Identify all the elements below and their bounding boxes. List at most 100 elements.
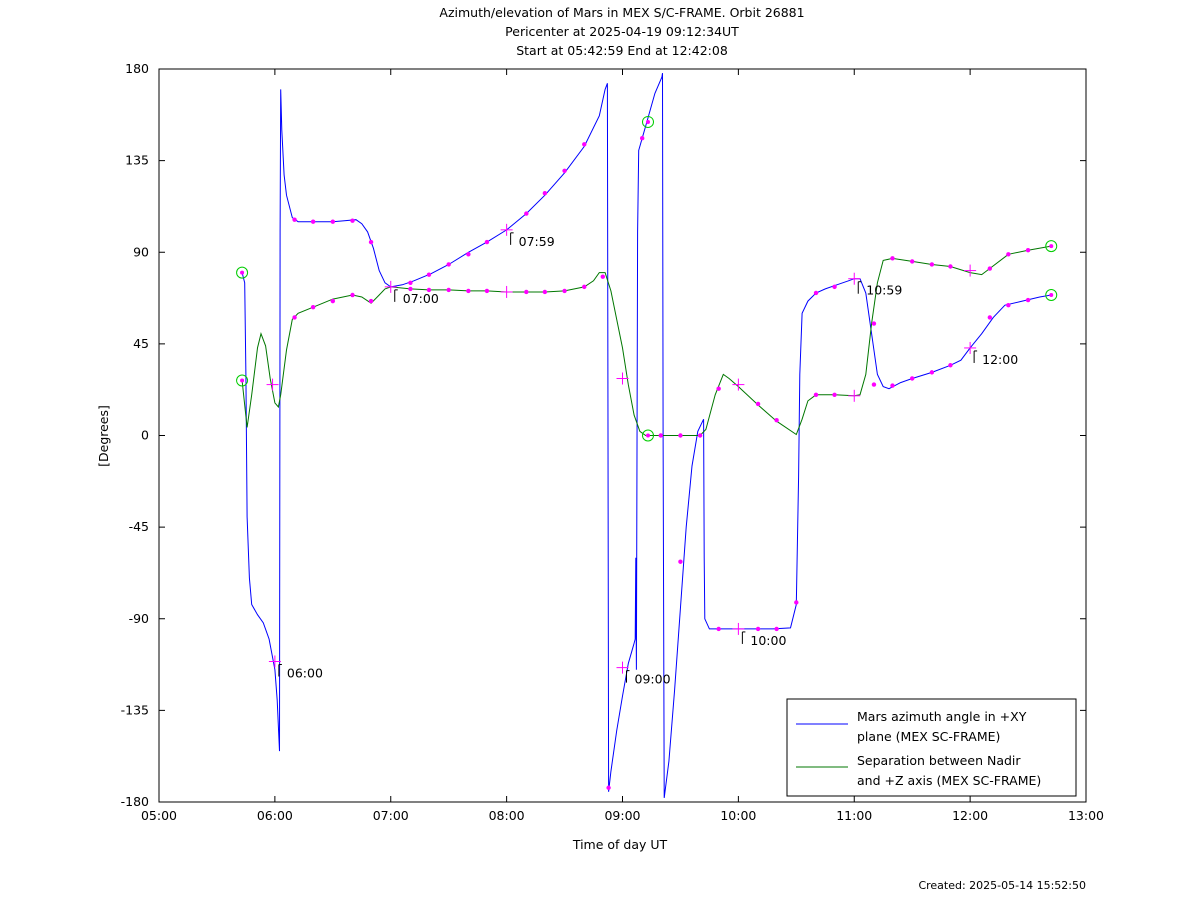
series-1-marker-0-dot: [240, 378, 245, 383]
series-1-marker-17: [616, 372, 629, 385]
series-0-marker-13: [484, 239, 490, 245]
time-annotation-2: 07:59: [510, 232, 555, 249]
series-0-marker-32: [871, 382, 877, 387]
series-0-marker-30: [832, 284, 837, 290]
series-0-marker-18: [582, 142, 587, 147]
series-0-marker-37: [964, 341, 977, 354]
series-1-marker-0-ring: [236, 374, 249, 387]
time-annotation-1: 07:00: [394, 289, 439, 306]
chart-title: Azimuth/elevation of Mars in MEX S/C-FRA…: [439, 5, 804, 58]
series-1-marker-20: [678, 433, 683, 438]
series-0-marker-41: [1045, 289, 1058, 302]
series-0-marker-14: [500, 223, 513, 236]
y-tick-label-2: 90: [133, 244, 149, 259]
series-1-marker-0: [236, 374, 249, 387]
time-annotation-label-6: 12:00: [982, 352, 1018, 367]
series-0-marker-15: [524, 211, 529, 216]
x-axis-label: Time of day UT: [572, 837, 668, 852]
annotation-layer: 06:00 07:00 07:59 09:00 10:00 10:59 12:00: [278, 232, 1018, 687]
series-1-marker-1: [292, 315, 297, 320]
time-annotation-3: 09:00: [626, 670, 671, 687]
series-1-marker-36: [1006, 252, 1011, 257]
series-0-marker-1: [266, 378, 279, 391]
series-0-marker-10: [426, 272, 432, 277]
series-1-marker-8: [446, 287, 451, 293]
y-tick-label-3: 45: [133, 336, 149, 351]
time-annotation-4: 10:00: [741, 631, 786, 648]
y-axis-label: [Degrees]: [96, 405, 111, 467]
series-0-marker-36: [948, 363, 953, 368]
series-1-marker-5: [368, 298, 374, 304]
series-1-marker-37: [1025, 248, 1031, 253]
series-0-marker-28: [794, 600, 799, 605]
series-1-marker-21: [697, 433, 703, 438]
series-0-marker-38: [987, 315, 993, 320]
y-tick-label-6: -90: [129, 611, 149, 626]
title-line-2: Pericenter at 2025-04-19 09:12:34UT: [505, 24, 739, 39]
series-0-marker-29: [813, 290, 819, 296]
series-line-1: [241, 245, 1052, 436]
title-line-3: Start at 05:42:59 End at 12:42:08: [516, 43, 728, 58]
series-0-marker-2: [268, 655, 281, 668]
series-1-marker-26: [813, 392, 819, 397]
series-0-marker-5: [330, 219, 336, 224]
series-1-marker-23: [732, 378, 745, 391]
y-tick-label-1: 135: [125, 153, 149, 168]
time-annotation-6: 12:00: [973, 350, 1018, 367]
series-1-marker-7: [426, 287, 432, 293]
series-0-marker-17: [562, 168, 567, 174]
time-annotation-label-5: 10:59: [866, 283, 902, 298]
series-0-marker-11: [446, 262, 451, 267]
x-tick-label-5: 10:00: [720, 808, 756, 823]
created-timestamp: Created: 2025-05-14 15:52:50: [918, 879, 1086, 892]
series-1-marker-38-dot: [1049, 244, 1054, 249]
series-1-marker-3: [330, 298, 336, 304]
series-0-marker-35: [929, 370, 935, 375]
y-tick-label-8: -180: [121, 794, 149, 809]
legend-box: [786, 698, 1077, 797]
time-annotation-5: 10:59: [857, 281, 902, 298]
legend-separation-line-2: and +Z axis (MEX SC-FRAME): [857, 773, 1041, 788]
marker-layer: [236, 115, 1058, 790]
series-0-marker-21: [639, 136, 645, 141]
y-tick-label-5: -45: [129, 519, 149, 534]
time-annotation-label-1: 07:00: [403, 291, 439, 306]
series-0-marker-4: [310, 219, 316, 224]
series-0-marker-9: [408, 280, 413, 285]
series-0-marker-22: [641, 115, 654, 128]
series-0-marker-0: [236, 266, 249, 279]
y-axis: 180 135 90 45 0 -45 -90 -135 -180: [121, 61, 1086, 809]
series-0-marker-33: [890, 383, 895, 388]
x-tick-label-0: 05:00: [141, 808, 177, 823]
series-0-marker-31: [848, 272, 861, 285]
title-line-1: Azimuth/elevation of Mars in MEX S/C-FRA…: [439, 5, 804, 20]
series-1-marker-18: [641, 429, 654, 442]
x-axis: 05:00 06:00 07:00 08:00 09:00 10:00 11:00 12:00…: [141, 69, 1104, 823]
legend: Mars azimuth angle in +XY plane (MEX SC-…: [786, 698, 1077, 797]
time-annotation-label-2: 07:59: [519, 234, 555, 249]
series-1-marker-18-ring: [641, 429, 654, 442]
series-1-marker-6: [408, 286, 413, 292]
series-1-marker-38-ring: [1045, 240, 1058, 253]
series-0-marker-6: [350, 218, 355, 223]
x-tick-label-7: 12:00: [952, 808, 988, 823]
series-0-marker-3: [292, 217, 297, 222]
series-0-marker-25: [732, 622, 745, 635]
series-1-marker-30: [890, 256, 895, 261]
y-tick-label-0: 180: [125, 61, 149, 76]
legend-azimuth-line-2: plane (MEX SC-FRAME): [857, 729, 1000, 744]
time-annotation-label-0: 06:00: [287, 666, 323, 681]
series-1-marker-4: [350, 292, 355, 298]
series-0-marker-26: [755, 626, 761, 632]
x-tick-label-1: 06:00: [257, 808, 293, 823]
series-0-marker-16: [542, 191, 548, 196]
series-1-marker-38: [1045, 240, 1058, 253]
series-0-marker-7: [368, 239, 374, 245]
series-0-marker-12: [466, 252, 471, 257]
series-0-marker-27: [774, 626, 779, 632]
series-0-marker-20: [616, 661, 629, 674]
series-1-marker-27: [832, 392, 837, 397]
x-tick-label-4: 09:00: [604, 808, 640, 823]
time-annotation-0: 06:00: [278, 664, 323, 681]
